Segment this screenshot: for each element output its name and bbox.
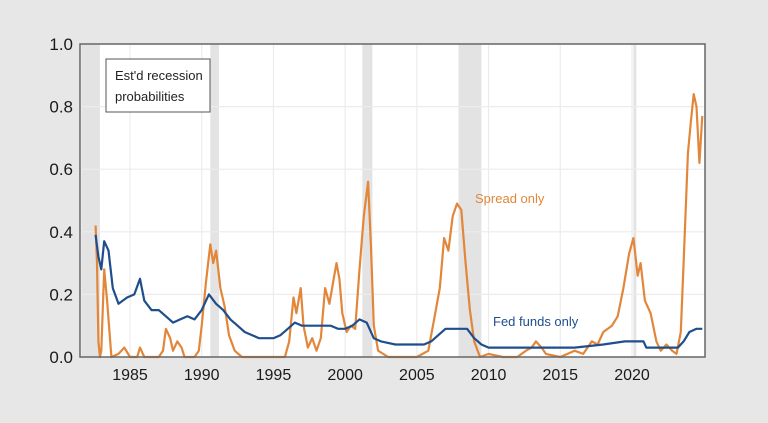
x-tick-label: 1995: [256, 367, 292, 384]
y-tick-label: 0.2: [49, 285, 73, 304]
plot-frame: [79, 43, 706, 358]
x-tick-label: 1985: [112, 367, 148, 384]
annotation-line-1: Est'd recession: [115, 68, 203, 83]
x-tick-label: 2000: [327, 367, 363, 384]
x-tick-label: 2010: [471, 367, 507, 384]
series-lines: [94, 93, 704, 359]
y-tick-label: 0.4: [49, 223, 73, 242]
x-tick-label: 2005: [399, 367, 435, 384]
y-tick-label: 1.0: [49, 35, 73, 54]
recession-band: [81, 44, 100, 357]
series-label: Spread only: [475, 191, 545, 206]
x-tick-label: 2015: [542, 367, 578, 384]
x-tick-label: 2020: [614, 367, 650, 384]
y-tick-label: 0.8: [49, 98, 73, 117]
annotation-line-2: probabilities: [115, 89, 185, 104]
y-tick-label: 0.6: [49, 160, 73, 179]
series-line: [94, 234, 703, 349]
x-tick-label: 1990: [184, 367, 220, 384]
x-axis-ticks: 1985 1990 1995 2000 2005 2010 2015 2020: [112, 367, 650, 384]
series-label: Fed funds only: [493, 314, 579, 329]
recession-band: [633, 44, 637, 357]
recession-band: [362, 44, 373, 357]
y-axis-ticks: 0.0 0.2 0.4 0.6 0.8 1.0: [49, 35, 73, 367]
recession-band: [210, 44, 219, 357]
series-line: [94, 93, 704, 359]
recession-band: [458, 44, 482, 357]
y-tick-label: 0.0: [49, 348, 73, 367]
series-labels: Spread only Fed funds only: [475, 191, 579, 329]
annotation-box: Est'd recession probabilities: [105, 58, 211, 113]
